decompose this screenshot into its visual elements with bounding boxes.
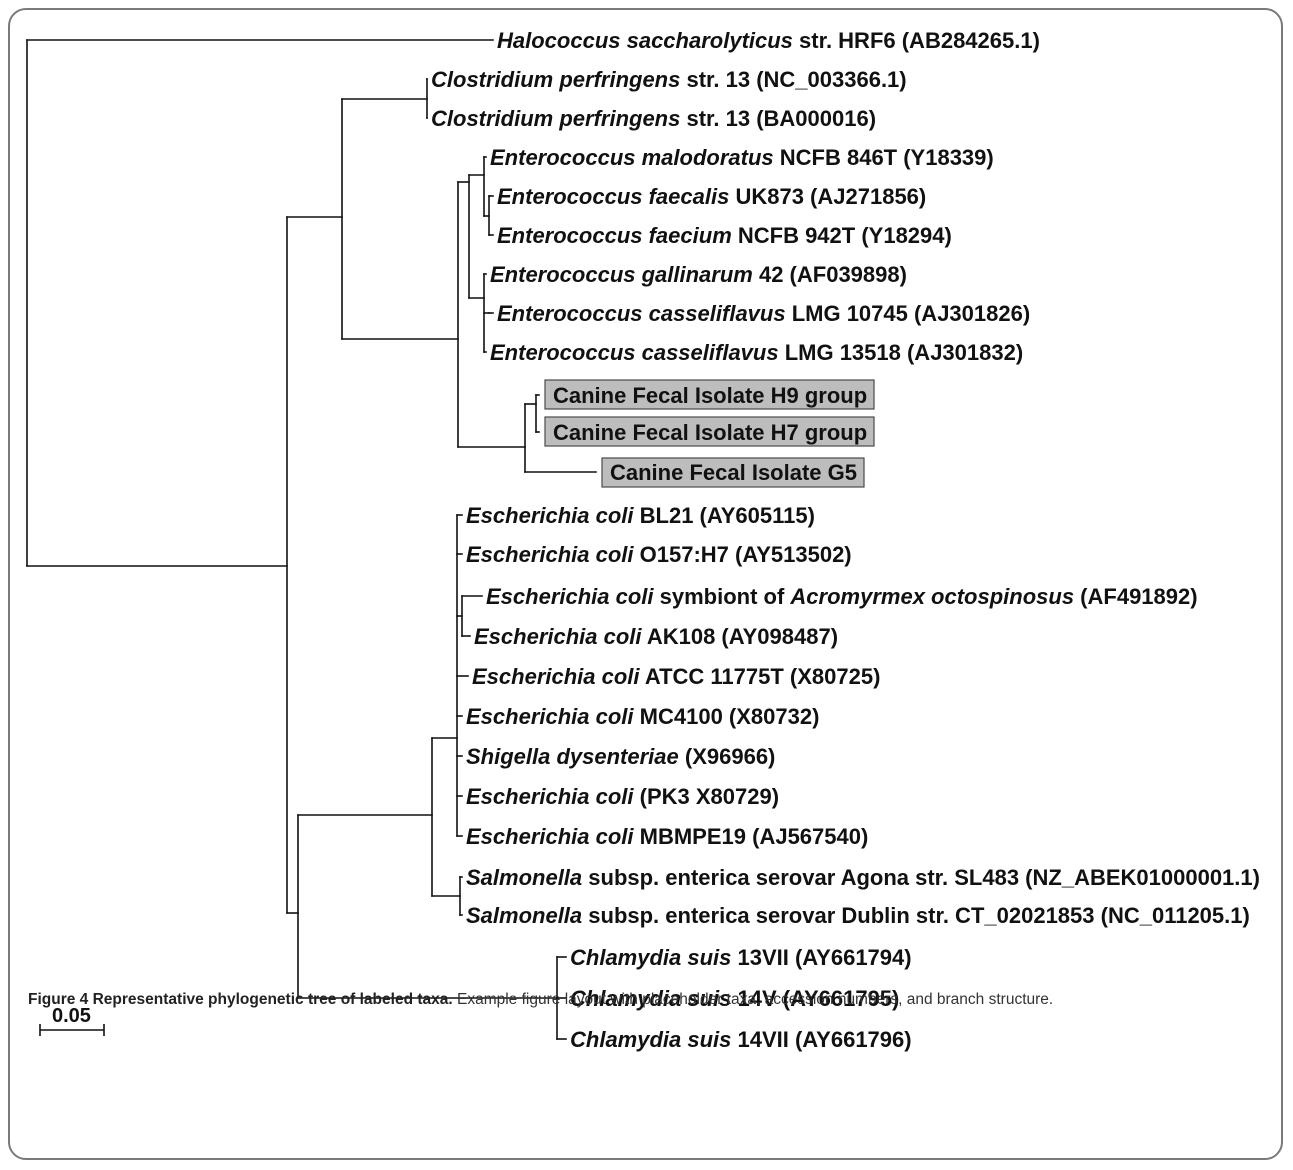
leaf-label: Salmonella subsp. enterica serovar Agona…	[466, 865, 1260, 890]
highlight-box	[601, 457, 865, 488]
leaf-label: Salmonella subsp. enterica serovar Dubli…	[466, 903, 1250, 928]
leaf-label: Enterococcus faecalis UK873 (AJ271856)	[497, 184, 926, 209]
leaf-label: Canine Fecal Isolate G5	[610, 460, 857, 485]
figure-caption-title: Representative phylogenetic tree of labe…	[92, 991, 453, 1008]
leaf-label: Escherichia coli (PK3 X80729)	[466, 784, 779, 809]
leaf-label: Escherichia coli O157:H7 (AY513502)	[466, 542, 852, 567]
leaf-label: Escherichia coli MC4100 (X80732)	[466, 704, 819, 729]
leaf-label: Halococcus saccharolyticus str. HRF6 (AB…	[497, 28, 1040, 53]
figure-caption: Figure 4 Representative phylogenetic tre…	[28, 988, 1263, 1013]
leaf-label: Escherichia coli MBMPE19 (AJ567540)	[466, 824, 868, 849]
leaf-label: Canine Fecal Isolate H9 group	[553, 383, 867, 408]
leaf-label: Escherichia coli AK108 (AY098487)	[474, 624, 838, 649]
leaf-label: Enterococcus casseliflavus LMG 10745 (AJ…	[497, 301, 1030, 326]
leaf-label: Escherichia coli symbiont of Acromyrmex …	[486, 584, 1198, 609]
highlight-box	[544, 416, 875, 447]
leaf-label: Enterococcus casseliflavus LMG 13518 (AJ…	[490, 340, 1023, 365]
figure-caption-text: Example figure layout with placeholder t…	[457, 991, 1054, 1008]
leaf-label: Chlamydia suis 14V (AY661795)	[570, 986, 899, 1011]
leaf-label: Clostridium perfringens str. 13 (BA00001…	[431, 106, 876, 131]
leaf-label: Chlamydia suis 14VII (AY661796)	[570, 1027, 912, 1052]
leaf-label: Canine Fecal Isolate H7 group	[553, 420, 867, 445]
leaf-label: Enterococcus malodoratus NCFB 846T (Y183…	[490, 145, 994, 170]
leaf-label: Escherichia coli BL21 (AY605115)	[466, 503, 815, 528]
leaf-label: Enterococcus faecium NCFB 942T (Y18294)	[497, 223, 952, 248]
leaf-label: Enterococcus gallinarum 42 (AF039898)	[490, 262, 907, 287]
highlight-box	[544, 379, 875, 410]
leaf-label: Shigella dysenteriae (X96966)	[466, 744, 775, 769]
scale-bar: 0.05	[39, 1005, 105, 1036]
scale-label: 0.05	[52, 1005, 91, 1027]
leaf-label: Clostridium perfringens str. 13 (NC_0033…	[431, 67, 907, 92]
figure-title: Figure 4	[28, 991, 89, 1008]
leaf-label: Escherichia coli ATCC 11775T (X80725)	[472, 664, 880, 689]
figure-frame	[8, 8, 1283, 1160]
leaf-label: Chlamydia suis 13VII (AY661794)	[570, 945, 912, 970]
